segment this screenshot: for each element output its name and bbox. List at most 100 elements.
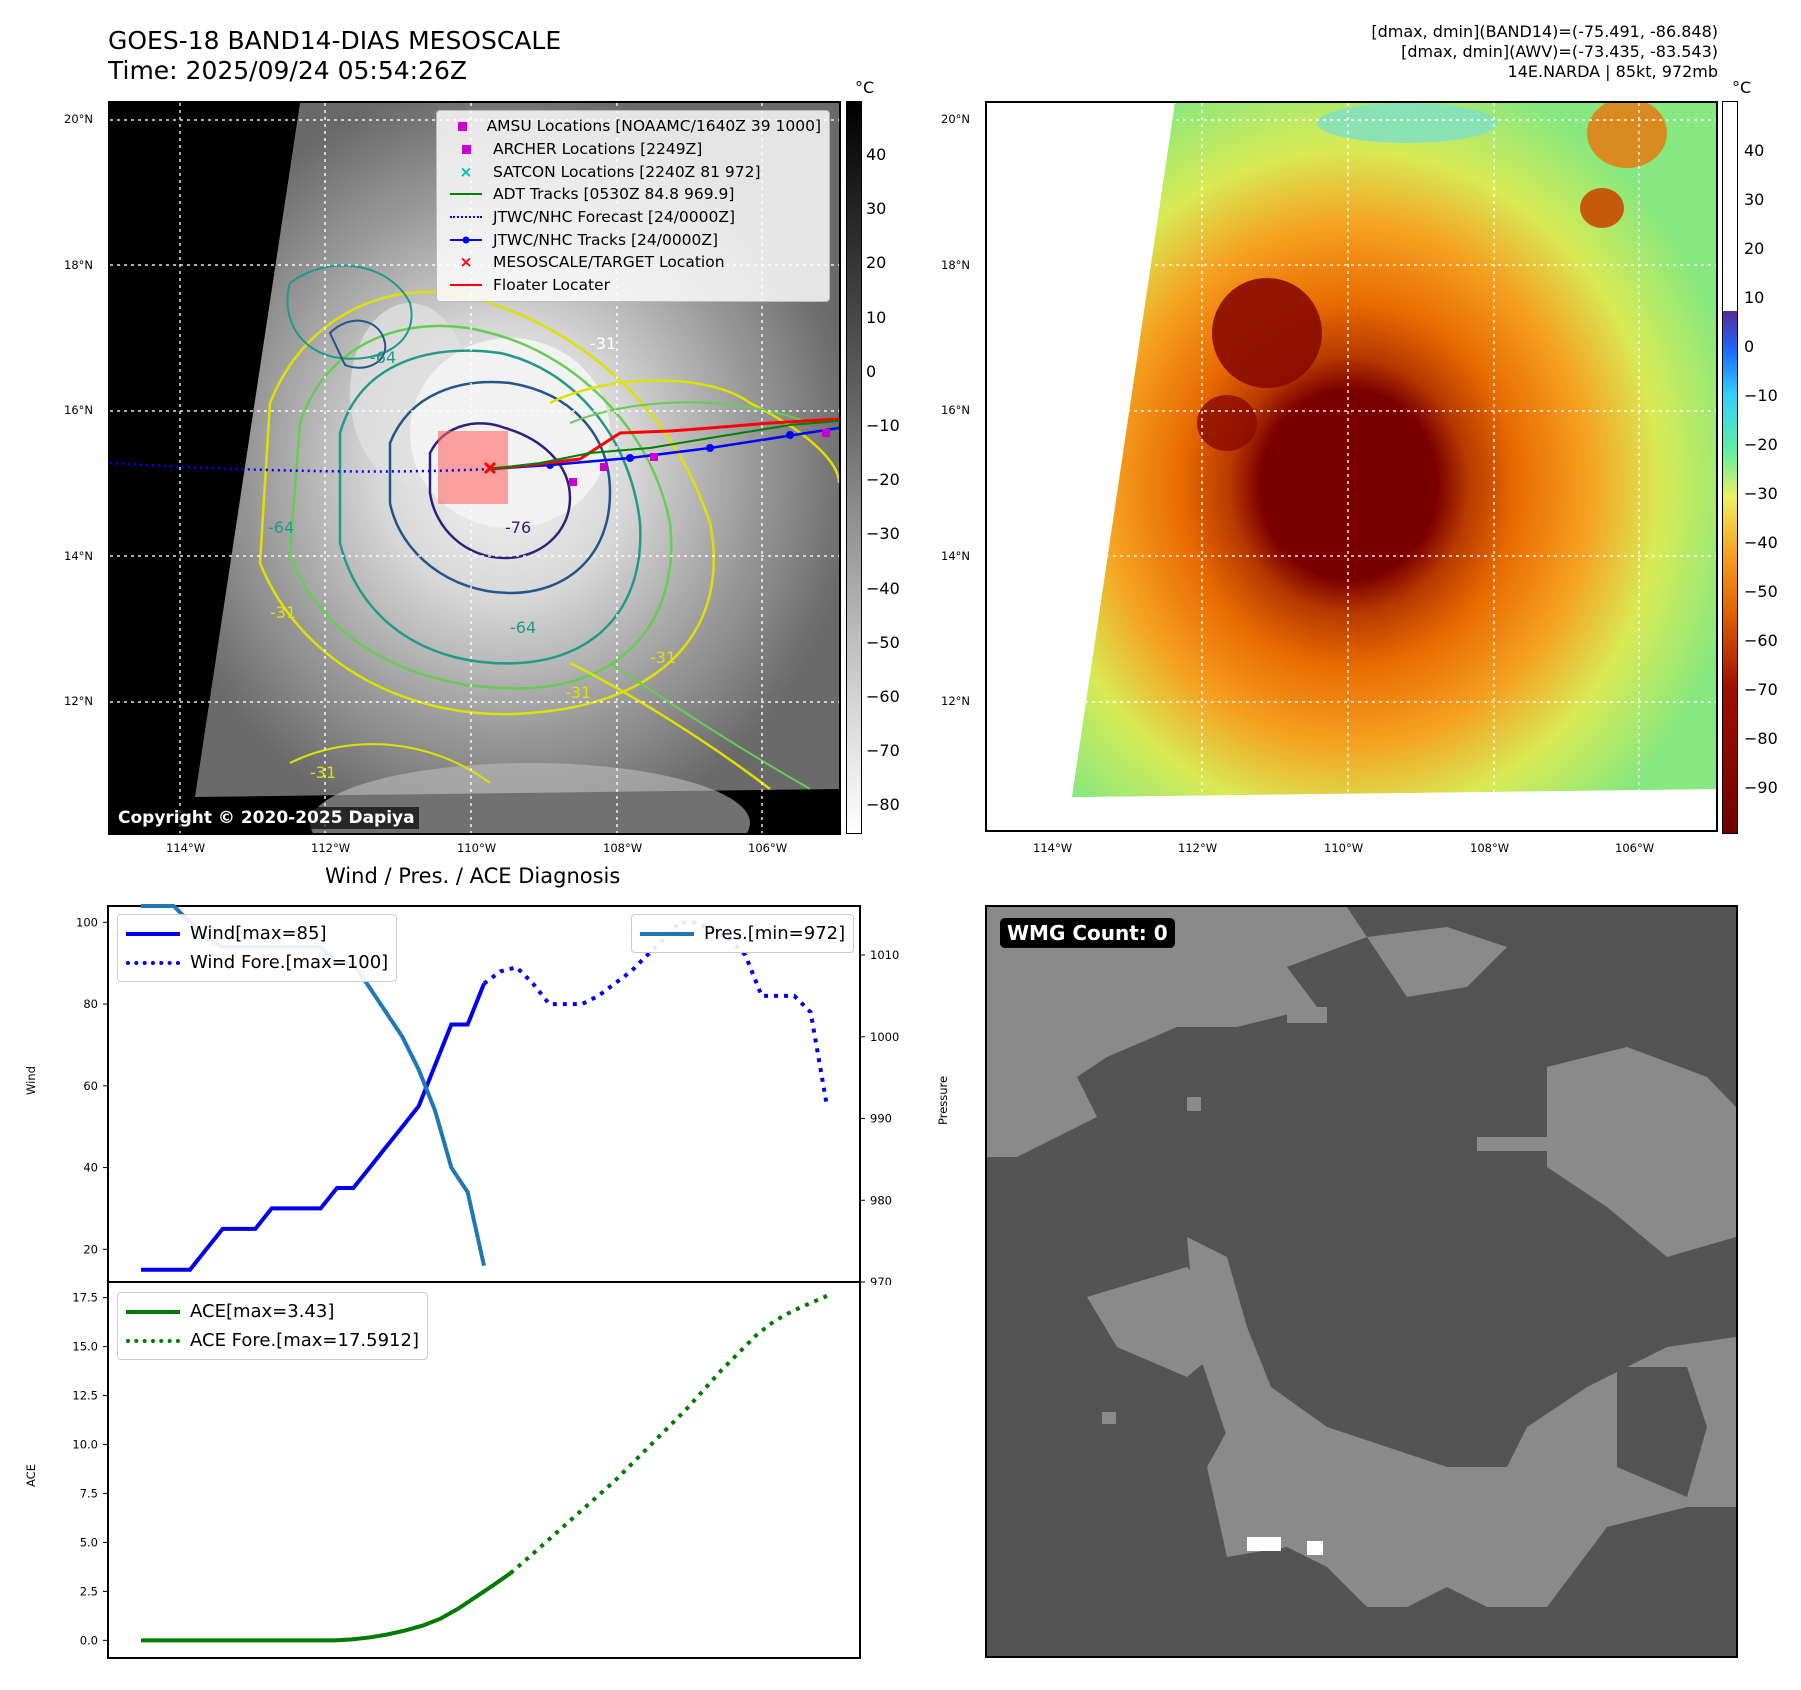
- colorbar-tick-label: −90: [1744, 778, 1778, 797]
- contour-label: -31: [270, 603, 296, 622]
- colorbar-tick-label: −40: [866, 578, 900, 598]
- y-tick-label: 0.0: [80, 1633, 98, 1647]
- colorbar-tick-label: −70: [1744, 680, 1778, 699]
- line-marker-icon: [445, 284, 487, 287]
- y2-tick-label: 1010: [870, 948, 899, 962]
- colorbar-tick-label: −30: [1744, 484, 1778, 503]
- series-line: [141, 1571, 512, 1643]
- y2-tick-label: 1000: [870, 1030, 899, 1044]
- contour-label: -31: [650, 648, 676, 667]
- y-tick-label: 17.5: [72, 1291, 98, 1305]
- y-tick-label: 12.5: [72, 1389, 98, 1403]
- contour-label: -64: [370, 348, 396, 367]
- ace-chart: 17.5 15.0 12.5 10.0 7.5 5.0 2.5 0.0: [72, 1281, 861, 1659]
- lon-tick: 114°W: [166, 841, 206, 855]
- y2-tick-label: 980: [870, 1193, 892, 1207]
- wmg-count-badge: WMG Count: 0: [1000, 918, 1175, 948]
- awv-map-image: [987, 103, 1716, 830]
- colorbar-tick-label: −80: [1744, 729, 1778, 748]
- legend-entry: × MESOSCALE/TARGET Location: [445, 251, 821, 274]
- lat-tick: 14°N: [941, 549, 970, 563]
- wmg-panel: [985, 905, 1738, 1658]
- wind-legend: Wind[max=85] Wind Fore.[max=100]: [117, 914, 398, 982]
- lat-tick: 12°N: [64, 694, 93, 708]
- legend-entry: AMSU Locations [NOAAMC/1640Z 39 1000]: [445, 115, 821, 138]
- lat-tick: 20°N: [941, 112, 970, 126]
- colorbar-tick-label: 30: [866, 199, 887, 219]
- band14-range: [dmax, dmin](BAND14)=(-75.491, -86.848): [1371, 22, 1718, 41]
- y-tick-label: 2.5: [80, 1584, 98, 1598]
- legend-entry: ACE Fore.[max=17.5912]: [126, 1326, 419, 1355]
- y-tick-label: 60: [83, 1079, 98, 1093]
- y2-tick-label: 990: [870, 1112, 892, 1126]
- contour-label: -64: [268, 518, 294, 537]
- lat-tick: 18°N: [941, 258, 970, 272]
- y-tick-label: 100: [76, 915, 98, 929]
- dotted-line-icon: [445, 216, 487, 219]
- lat-tick: 20°N: [64, 112, 93, 126]
- colorbar-tick-label: 40: [866, 145, 887, 164]
- wind-axis-label: Wind: [24, 1066, 38, 1095]
- dotted-line-icon: [126, 1338, 180, 1343]
- colorbar-tick-label: 10: [1744, 288, 1765, 307]
- ir-map-panel: -31 -64 -76 -64 -31 -31 -64 -31 -31 AMSU…: [108, 101, 841, 835]
- y-tick-label: 40: [83, 1161, 98, 1175]
- y-tick-label: 15.0: [72, 1340, 98, 1354]
- colorbar-tick-label: 0: [866, 361, 877, 381]
- colorbar-awv: [1722, 101, 1738, 834]
- y-tick-label: 7.5: [80, 1487, 98, 1501]
- ace-legend: ACE[max=3.43] ACE Fore.[max=17.5912]: [117, 1292, 428, 1360]
- colorbar-tick-label: −10: [1744, 386, 1778, 405]
- colorbar-tick-label: −60: [1744, 631, 1778, 650]
- y-tick-label: 10.0: [72, 1438, 98, 1452]
- copyright-notice: Copyright © 2020-2025 Dapiya: [114, 807, 419, 829]
- colorbar-tick-label: −40: [1744, 533, 1778, 552]
- legend-entry: JTWC/NHC Tracks [24/0000Z]: [445, 228, 821, 251]
- lat-tick: 16°N: [64, 403, 93, 417]
- contour-label: -76: [505, 518, 531, 537]
- series-line: [509, 1294, 828, 1575]
- colorbar-tick-label: 30: [1744, 190, 1765, 209]
- lon-tick: 106°W: [748, 841, 788, 855]
- legend-entry: ADT Tracks [0530Z 84.8 969.9]: [445, 183, 821, 206]
- legend-entry: Floater Locater: [445, 274, 821, 297]
- lat-tick: 14°N: [64, 549, 93, 563]
- solid-line-icon: [126, 1309, 180, 1314]
- legend-entry: × SATCON Locations [2240Z 81 972]: [445, 160, 821, 183]
- lat-tick: 12°N: [941, 694, 970, 708]
- lon-tick: 110°W: [457, 841, 497, 855]
- awv-map-panel: [985, 101, 1718, 832]
- legend-entry: Pres.[min=972]: [640, 919, 845, 948]
- line-marker-icon: [445, 193, 487, 196]
- legend-entry: JTWC/NHC Forecast [24/0000Z]: [445, 206, 821, 229]
- lon-tick: 108°W: [603, 841, 643, 855]
- solid-line-icon: [126, 931, 180, 936]
- y-tick-label: 80: [83, 997, 98, 1011]
- lon-tick: 112°W: [1178, 841, 1218, 855]
- contour-label: -31: [310, 763, 336, 782]
- line-dot-icon: [445, 236, 487, 244]
- lon-tick: 114°W: [1033, 841, 1073, 855]
- pressure-axis-label: Pressure: [936, 1075, 950, 1125]
- lon-tick: 108°W: [1470, 841, 1510, 855]
- ace-axis-label: ACE: [24, 1464, 38, 1487]
- colorbar-tick-label: 40: [1744, 141, 1765, 160]
- series-line: [141, 982, 486, 1272]
- colorbar-tick-label: 20: [1744, 239, 1765, 258]
- colorbar-tick-label: −80: [866, 795, 900, 815]
- pressure-legend: Pres.[min=972]: [631, 914, 855, 953]
- colorbar-grayscale: [846, 101, 862, 834]
- colorbar2-unit: °C: [1732, 78, 1752, 97]
- legend-entry: ACE[max=3.43]: [126, 1297, 419, 1326]
- y2-tick-label: 970: [870, 1275, 892, 1285]
- contour-label: -31: [590, 334, 616, 353]
- plot-frame: [107, 1281, 861, 1659]
- wmg-mask-image: [987, 907, 1736, 1656]
- x-marker-icon: ×: [459, 162, 473, 181]
- lon-tick: 106°W: [1615, 841, 1655, 855]
- legend-entry: Wind Fore.[max=100]: [126, 948, 388, 977]
- colorbar-tick-label: −30: [866, 524, 900, 544]
- lon-tick: 110°W: [1324, 841, 1364, 855]
- colorbar-tick-label: −50: [1744, 582, 1778, 601]
- lon-tick: 112°W: [311, 841, 351, 855]
